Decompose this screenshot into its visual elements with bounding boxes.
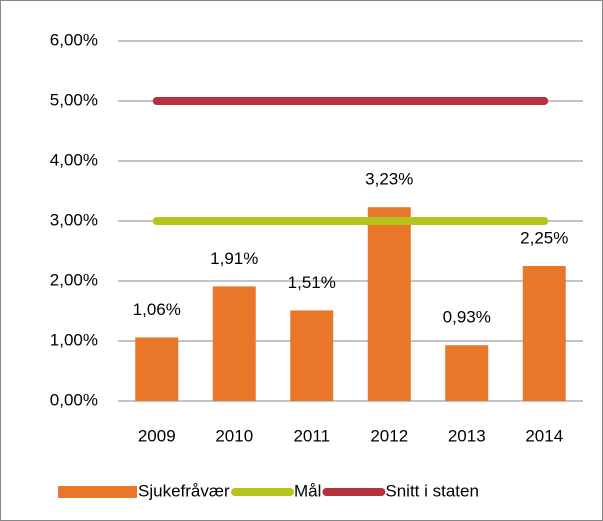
data-label: 1,91%	[210, 249, 258, 268]
x-tick-label: 2009	[138, 426, 176, 445]
legend-label: Sjukefråvær	[138, 481, 230, 500]
legend-swatch	[58, 486, 137, 498]
y-tick-label: 2,00%	[50, 270, 98, 289]
y-tick-label: 6,00%	[50, 30, 98, 49]
bar	[522, 266, 566, 401]
x-tick-label: 2011	[293, 426, 330, 445]
x-tick-label: 2013	[448, 426, 486, 445]
legend-label: Mål	[294, 481, 321, 500]
legend-label: Snitt i staten	[385, 481, 479, 500]
bar	[135, 337, 179, 401]
y-tick-label: 1,00%	[50, 330, 98, 349]
bar	[290, 310, 334, 401]
bar	[445, 345, 489, 401]
data-label: 3,23%	[365, 170, 413, 189]
data-label: 0,93%	[443, 308, 491, 327]
x-tick-label: 2012	[370, 426, 408, 445]
y-tick-label: 5,00%	[50, 90, 98, 109]
y-tick-label: 4,00%	[50, 150, 98, 169]
x-tick-label: 2014	[525, 426, 563, 445]
bar	[212, 286, 256, 401]
y-tick-label: 0,00%	[50, 390, 98, 409]
data-label: 1,51%	[288, 273, 336, 292]
data-label: 1,06%	[133, 300, 181, 319]
x-tick-label: 2010	[215, 426, 253, 445]
data-label: 2,25%	[520, 228, 568, 247]
bar	[367, 207, 411, 401]
y-tick-label: 3,00%	[50, 210, 98, 229]
